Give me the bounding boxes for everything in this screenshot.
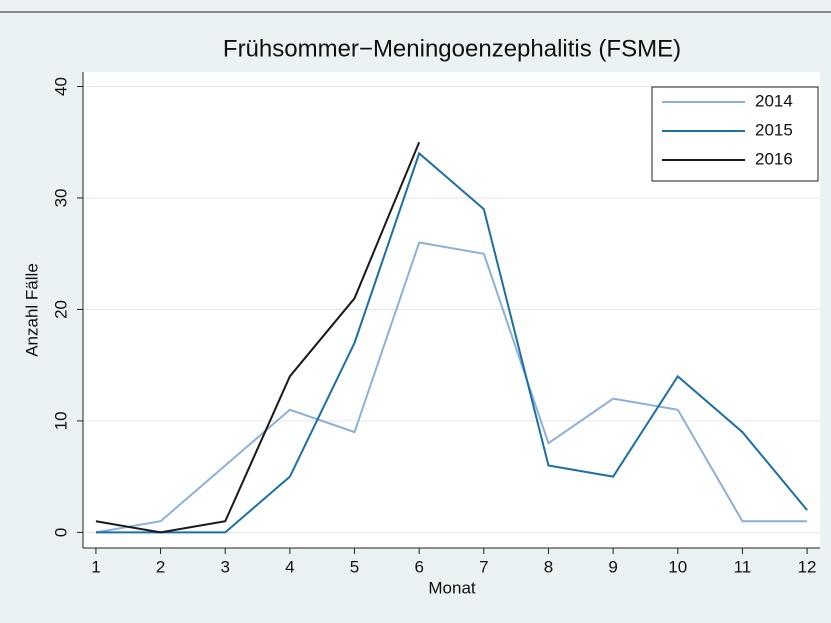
x-tick-label: 10: [668, 557, 687, 576]
x-tick-label: 2: [156, 557, 165, 576]
y-tick-label: 30: [51, 189, 70, 208]
data-line: [95, 241, 808, 534]
legend-label: 2016: [755, 149, 793, 168]
y-tick-label: 10: [51, 411, 70, 430]
x-tick-label: 6: [414, 557, 423, 576]
x-tick-label: 1: [91, 557, 100, 576]
y-axis-label: Anzahl Fälle: [22, 263, 41, 357]
x-tick-label: 12: [798, 557, 817, 576]
x-tick-label: 11: [734, 557, 752, 576]
data-line: [95, 151, 808, 534]
x-tick-label: 7: [479, 557, 488, 576]
x-tick-label: 3: [220, 557, 229, 576]
x-tick-label: 5: [350, 557, 359, 576]
chart-title: Frühsommer−Meningoenzephalitis (FSME): [223, 35, 681, 62]
legend-label: 2015: [755, 120, 793, 139]
x-tick-label: 8: [544, 557, 553, 576]
y-tick-label: 0: [51, 528, 70, 537]
legend-label: 2014: [755, 91, 793, 110]
x-axis-label: Monat: [428, 578, 476, 597]
y-tick-label: 20: [51, 300, 70, 319]
x-tick-label: 9: [608, 557, 617, 576]
y-tick-label: 40: [51, 77, 70, 96]
x-tick-label: 4: [285, 557, 294, 576]
data-line: [95, 141, 421, 534]
